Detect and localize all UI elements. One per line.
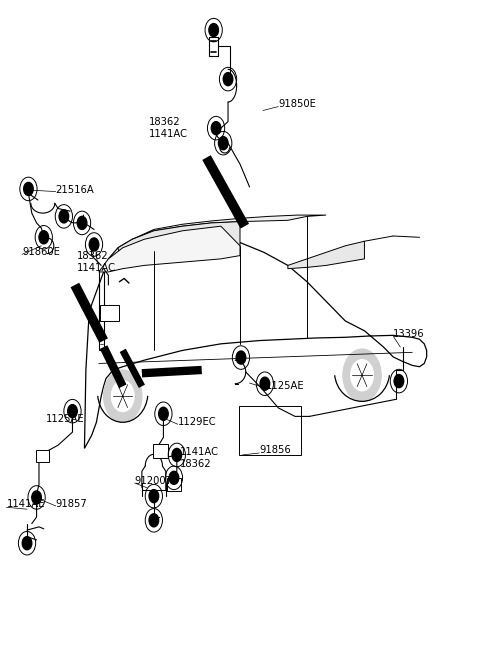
Circle shape [236, 351, 246, 364]
Text: 91860E: 91860E [22, 248, 60, 257]
Text: 91857: 91857 [56, 499, 87, 509]
Text: 91200T: 91200T [135, 476, 172, 486]
Text: 18362
1141AC: 18362 1141AC [149, 117, 188, 139]
Circle shape [24, 182, 33, 195]
Circle shape [211, 122, 221, 135]
Bar [167, 478, 180, 491]
Text: 1125AE: 1125AE [266, 381, 305, 391]
Circle shape [223, 73, 233, 86]
Circle shape [68, 405, 77, 418]
Circle shape [149, 489, 158, 502]
Circle shape [59, 210, 69, 223]
Circle shape [77, 216, 87, 229]
Circle shape [209, 24, 218, 37]
Polygon shape [84, 231, 427, 449]
Circle shape [22, 536, 32, 550]
Polygon shape [288, 241, 364, 269]
Circle shape [343, 349, 381, 402]
Circle shape [104, 370, 142, 422]
Polygon shape [118, 221, 240, 257]
Circle shape [169, 472, 179, 484]
Circle shape [172, 449, 181, 462]
Bar [36, 451, 49, 462]
Polygon shape [132, 215, 326, 239]
Text: 1141AC
18362: 1141AC 18362 [180, 447, 219, 469]
Text: 21516A: 21516A [56, 185, 95, 195]
Circle shape [39, 231, 48, 244]
Circle shape [111, 381, 134, 412]
Bar [100, 305, 119, 321]
Circle shape [350, 360, 373, 391]
Text: 91850E: 91850E [278, 99, 316, 109]
Text: 13396: 13396 [393, 329, 425, 339]
Circle shape [158, 407, 168, 421]
Bar [153, 444, 168, 458]
Text: 1141AE: 1141AE [6, 499, 45, 509]
Circle shape [394, 375, 404, 388]
Circle shape [89, 238, 99, 251]
Circle shape [32, 491, 41, 504]
Text: 1125AE: 1125AE [46, 414, 85, 424]
Text: 91856: 91856 [259, 445, 291, 455]
Circle shape [260, 377, 270, 390]
Circle shape [149, 514, 158, 527]
Polygon shape [99, 226, 240, 272]
Text: 1129EC: 1129EC [178, 417, 216, 427]
Circle shape [218, 137, 228, 150]
Bar [239, 406, 301, 455]
Text: 18362
1141AC: 18362 1141AC [77, 252, 116, 273]
